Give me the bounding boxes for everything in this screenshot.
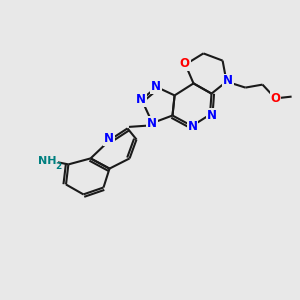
Text: O: O — [180, 57, 190, 70]
Text: N: N — [151, 80, 161, 93]
Text: N: N — [147, 117, 157, 130]
Text: N: N — [188, 120, 198, 134]
Text: N: N — [136, 93, 146, 106]
Text: N: N — [206, 109, 217, 122]
Text: 2: 2 — [55, 162, 61, 171]
Text: O: O — [271, 92, 281, 105]
Text: N: N — [104, 132, 114, 145]
Text: N: N — [223, 74, 233, 88]
Text: NH: NH — [38, 156, 57, 166]
